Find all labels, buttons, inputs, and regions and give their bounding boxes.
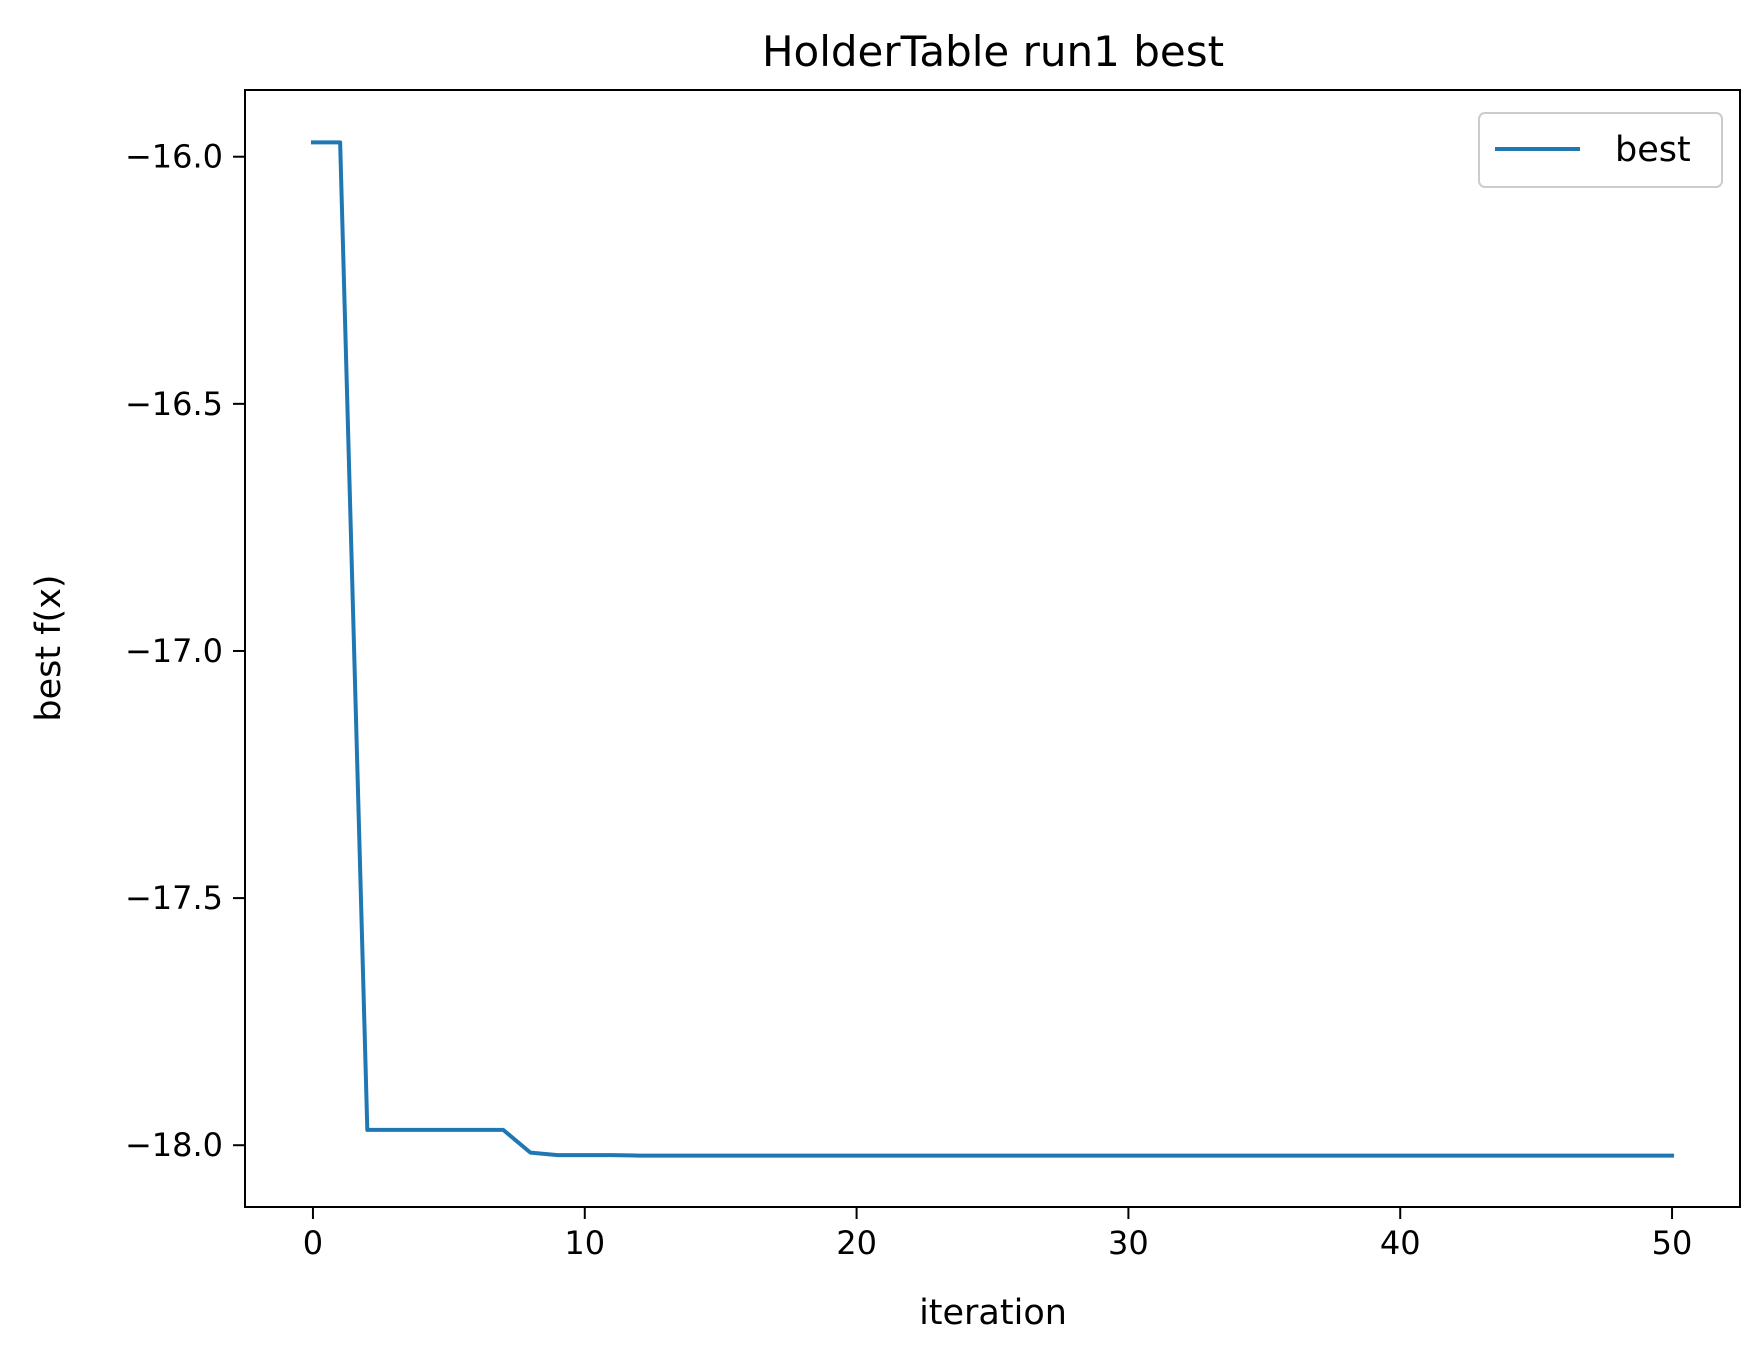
- y-axis-label: best f(x): [29, 574, 69, 721]
- y-tick-label: −16.5: [125, 385, 223, 423]
- legend-box: [1478, 112, 1723, 188]
- legend: best: [1478, 112, 1723, 188]
- plot-frame: [244, 89, 1741, 1208]
- x-tick-label: 0: [303, 1224, 323, 1262]
- x-tick-label: 20: [836, 1224, 877, 1262]
- y-axis: −16.0 −16.5 −17.0 −17.5 −18.0: [125, 138, 245, 1164]
- chart-title: HolderTable run1 best: [762, 27, 1224, 76]
- series-layer: [310, 140, 1675, 1158]
- y-tick-label: −17.0: [125, 632, 223, 670]
- series-line-best: [310, 140, 1675, 1158]
- y-tick-label: −18.0: [125, 1126, 223, 1164]
- x-tick-label: 30: [1108, 1224, 1149, 1262]
- y-tick-label: −17.5: [125, 879, 223, 917]
- x-axis-label: iteration: [919, 1293, 1067, 1333]
- legend-label-best: best: [1615, 130, 1691, 170]
- x-tick-label: 50: [1652, 1224, 1693, 1262]
- y-tick-label: −16.0: [125, 138, 223, 176]
- x-tick-label: 10: [564, 1224, 605, 1262]
- x-axis: 0 10 20 30 40 50: [303, 1207, 1693, 1262]
- x-tick-label: 40: [1380, 1224, 1421, 1262]
